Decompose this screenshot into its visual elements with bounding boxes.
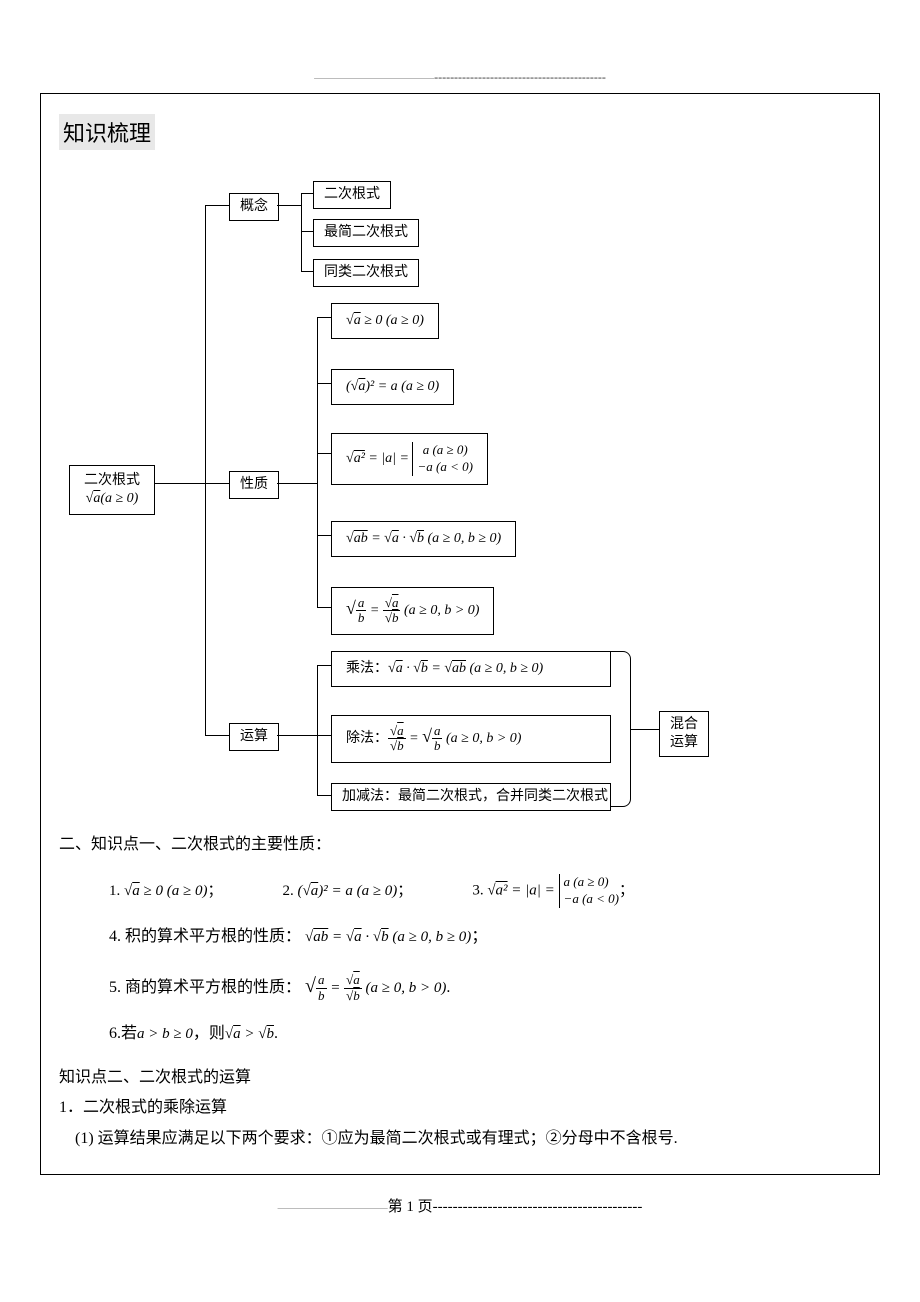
know2-title: 知识点二、二次根式的运算 — [59, 1063, 861, 1093]
node-prop-2: (√a)² = a (a ≥ 0) — [331, 369, 454, 405]
content-border: 知识梳理 二次根式 √a(a ≥ 0) 概念 二次根式 最简二次根式 同类二次根… — [40, 93, 880, 1175]
p6-b: √a > √b — [225, 1026, 274, 1042]
node-concept-2: 最简二次根式 — [313, 219, 419, 247]
line — [317, 665, 331, 666]
footer-prefix: ——————————— — [278, 1203, 388, 1214]
brace-right — [611, 651, 631, 807]
line — [317, 453, 331, 454]
node-op-add: 加减法：最简二次根式，合并同类二次根式 — [331, 783, 611, 811]
node-prop-5: √ab = √a√b (a ≥ 0, b > 0) — [331, 587, 494, 635]
mixed-2: 运算 — [670, 734, 698, 752]
line — [205, 735, 229, 736]
root-sub: √a(a ≥ 0) — [74, 490, 150, 508]
line — [317, 317, 318, 607]
formula-row-123: 1. √a ≥ 0 (a ≥ 0)； 2. (√a)² = a (a ≥ 0)；… — [59, 874, 861, 908]
node-mixed: 混合 运算 — [659, 711, 709, 757]
know2-block: 知识点二、二次根式的运算 1．二次根式的乘除运算 (1) 运算结果应满足以下两个… — [59, 1063, 861, 1154]
node-concept: 概念 — [229, 193, 279, 221]
line — [301, 231, 313, 232]
line — [155, 483, 205, 484]
line — [317, 665, 318, 795]
root-label: 二次根式 — [74, 472, 150, 490]
top-divider-left: ———————————— — [314, 73, 434, 84]
know2-1: 1．二次根式的乘除运算 — [59, 1093, 861, 1123]
top-divider: ————————————----------------------------… — [40, 70, 880, 85]
line — [317, 795, 331, 796]
section2-title: 二、知识点一、二次根式的主要性质： — [59, 830, 861, 860]
line — [317, 735, 331, 736]
prop-4-row: 4. 积的算术平方根的性质： √ab = √a · √b (a ≥ 0, b ≥… — [59, 922, 861, 952]
line — [277, 205, 301, 206]
line — [301, 193, 302, 271]
line — [317, 317, 331, 318]
p6-mid: ，则 — [193, 1025, 225, 1042]
node-property: 性质 — [229, 471, 279, 499]
page-footer: ———————————第 1 页------------------------… — [40, 1195, 880, 1216]
footer-page: 第 1 页 — [388, 1199, 433, 1215]
footer-dashes: ----------------------------------------… — [433, 1199, 643, 1215]
line — [631, 729, 659, 730]
line — [277, 735, 317, 736]
line — [317, 535, 331, 536]
prop-3: 3. √a² = |a| = a (a ≥ 0)−a (a < 0)； — [472, 874, 634, 908]
line — [317, 607, 331, 608]
node-concept-1: 二次根式 — [313, 181, 391, 209]
node-concept-3: 同类二次根式 — [313, 259, 419, 287]
p6-label: 若 — [121, 1025, 137, 1042]
prop-2: 2. (√a)² = a (a ≥ 0)； — [282, 877, 412, 906]
line — [277, 483, 317, 484]
line — [205, 483, 229, 484]
know2-1-1: (1) 运算结果应满足以下两个要求：①应为最简二次根式或有理式；②分母中不含根号… — [59, 1124, 861, 1154]
p5-label: 商的算术平方根的性质： — [125, 979, 301, 996]
p4-formula: √ab = √a · √b (a ≥ 0, b ≥ 0) — [305, 929, 471, 945]
mixed-1: 混合 — [670, 716, 698, 734]
line — [205, 205, 229, 206]
node-prop-4: √ab = √a · √b (a ≥ 0, b ≥ 0) — [331, 521, 516, 557]
p4-label: 积的算术平方根的性质： — [125, 928, 301, 945]
section-title: 知识梳理 — [59, 114, 155, 150]
p6-num: 6. — [109, 1025, 121, 1042]
line — [317, 383, 331, 384]
section-2: 二、知识点一、二次根式的主要性质： 1. √a ≥ 0 (a ≥ 0)； 2. … — [59, 830, 861, 1154]
top-divider-dashes: ----------------------------------------… — [434, 70, 606, 84]
p6-a: a > b ≥ 0 — [137, 1026, 193, 1042]
node-operation: 运算 — [229, 723, 279, 751]
node-root: 二次根式 √a(a ≥ 0) — [69, 465, 155, 515]
node-op-mul: 乘法：√a · √b = √ab (a ≥ 0, b ≥ 0) — [331, 651, 611, 687]
p5-formula: √ab = √a√b (a ≥ 0, b > 0) — [305, 980, 446, 996]
prop-5-row: 5. 商的算术平方根的性质： √ab = √a√b (a ≥ 0, b > 0)… — [59, 967, 861, 1005]
line — [205, 205, 206, 735]
prop-6-row: 6.若a > b ≥ 0，则√a > √b. — [59, 1019, 861, 1049]
node-op-div: 除法：√a√b = √ab (a ≥ 0, b > 0) — [331, 715, 611, 763]
concept-map: 二次根式 √a(a ≥ 0) 概念 二次根式 最简二次根式 同类二次根式 性质 — [69, 185, 861, 795]
line — [301, 271, 313, 272]
p5-num: 5. — [109, 979, 121, 996]
node-prop-1: √a ≥ 0 (a ≥ 0) — [331, 303, 439, 339]
line — [301, 193, 313, 194]
p4-num: 4. — [109, 928, 121, 945]
prop-1: 1. √a ≥ 0 (a ≥ 0)； — [109, 877, 222, 906]
node-prop-3: √a² = |a| = a (a ≥ 0)−a (a < 0) — [331, 433, 488, 485]
